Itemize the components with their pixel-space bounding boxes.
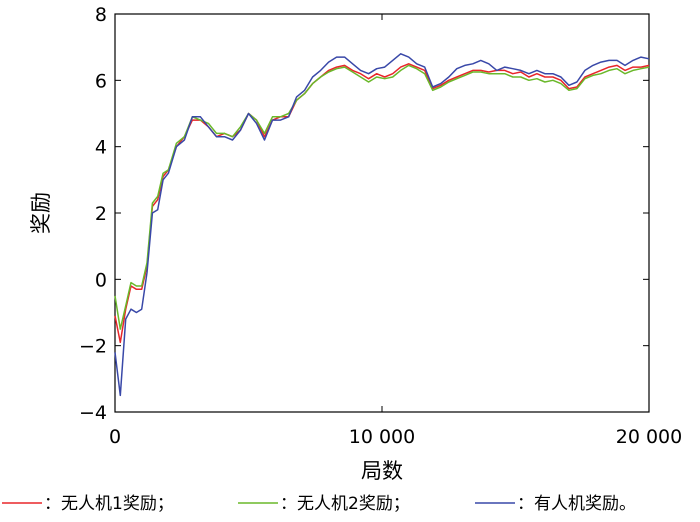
series-layer xyxy=(114,53,650,397)
series-line-1 xyxy=(114,63,650,344)
y-tick-label: 8 xyxy=(95,4,107,26)
y-tick-label: −2 xyxy=(79,336,107,358)
y-tick-label: 2 xyxy=(95,203,107,225)
legend-label-3: ：有人机奖励。 xyxy=(517,494,636,514)
y-axis-label: 奖励 xyxy=(29,192,53,234)
y-tick-label: −4 xyxy=(79,402,107,424)
x-tick-label: 0 xyxy=(109,426,121,448)
series-line-3 xyxy=(114,53,650,397)
y-tick-label: 4 xyxy=(95,137,107,159)
x-axis-label: 局数 xyxy=(361,459,403,483)
y-tick-label: 6 xyxy=(95,70,107,92)
tick-labels: −4 −2 0 2 4 6 8 0 10 000 20 000 xyxy=(79,4,682,448)
plot-frame xyxy=(114,13,650,413)
series-line-2 xyxy=(114,64,650,330)
x-tick-label: 20 000 xyxy=(616,426,682,448)
y-tick-label: 0 xyxy=(95,269,107,291)
legend: ：无人机1奖励； ：无人机2奖励； ：有人机奖励。 xyxy=(2,494,636,514)
legend-label-1: ：无人机1奖励； xyxy=(44,494,174,514)
x-tick-label: 10 000 xyxy=(349,426,415,448)
axis-ticks xyxy=(114,13,650,413)
legend-label-2: ：无人机2奖励； xyxy=(280,494,410,514)
